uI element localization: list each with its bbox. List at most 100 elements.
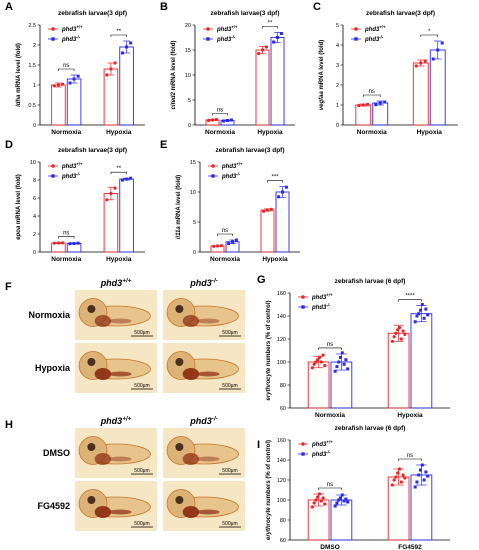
significance-bracket (58, 236, 75, 239)
legend-marker-square (354, 37, 358, 41)
data-point-circle (264, 45, 268, 49)
significance-label: ns (369, 89, 375, 95)
legend-label-sup: +/+ (236, 162, 243, 167)
column-label: phd3-/- (189, 416, 217, 427)
y-tick-label: 15 (185, 48, 191, 54)
chart-title: zebrafish larvae(3 dpf) (58, 10, 127, 17)
data-point-circle (323, 363, 327, 368)
data-point-circle (113, 61, 117, 65)
legend-label-sup: +/+ (379, 25, 386, 30)
bar (119, 178, 134, 253)
stained-blood (182, 368, 200, 380)
scale-label: 500μm (134, 468, 149, 474)
significance-label: ns (63, 63, 69, 69)
y-axis-label-gene: epoa (16, 224, 22, 240)
significance-bracket (398, 458, 422, 461)
y-tick-label: 1 (33, 83, 36, 89)
data-point-circle (219, 244, 223, 248)
y-tick-label: 10 (185, 73, 191, 79)
data-point-circle (310, 366, 314, 370)
y-tick-label: 3 (336, 63, 339, 69)
data-point-square (420, 303, 424, 306)
significance-bracket (217, 233, 233, 236)
legend-label-sup: -/- (326, 303, 331, 308)
larva-eye (87, 496, 96, 504)
panel-label: H (5, 419, 13, 431)
data-point-square (346, 500, 350, 504)
panel-label: B (160, 1, 168, 13)
chart-title: zebrafish larvae(3 dpf) (216, 147, 285, 154)
bar (103, 68, 119, 126)
data-point-square (276, 36, 279, 39)
x-tick-label: Hypoxia (257, 129, 283, 136)
y-axis-label: epoa mRNA level (fold) (16, 174, 22, 239)
data-point-circle (312, 501, 316, 505)
bar (410, 313, 433, 409)
bar (66, 78, 82, 126)
legend-label: phd3+/+ (221, 162, 243, 171)
data-point-square (333, 504, 337, 508)
legend-label-base: phd3 (364, 37, 380, 43)
data-point-circle (396, 328, 400, 332)
scale-label: 500μm (134, 521, 149, 527)
legend-label-sup: +/+ (326, 293, 333, 298)
significance-bracket (398, 299, 422, 302)
data-point-square (426, 313, 430, 317)
data-point-square (344, 358, 348, 362)
data-point-circle (357, 104, 361, 108)
scale-label: 500μm (222, 383, 237, 389)
y-axis-label-rest: mRNA level (fold) (171, 41, 177, 91)
larva-eye (87, 443, 96, 451)
legend-label-base: phd3 (311, 295, 327, 301)
data-point-square (419, 308, 423, 312)
y-axis-label: il11a mRNA level (fold) (176, 175, 182, 239)
data-point-circle (390, 483, 394, 487)
row-label: Hypoxia (35, 363, 71, 373)
y-axis-label: erythrocyte numbers (% of control) (266, 300, 272, 400)
stained-vessel (108, 371, 132, 377)
data-point-circle (207, 118, 211, 123)
data-point-circle (403, 332, 407, 336)
data-point-square (234, 238, 238, 242)
scale-label: 500μm (134, 383, 149, 389)
significance-label: *** (271, 175, 279, 181)
panel-label: G (257, 274, 266, 286)
data-point-circle (397, 325, 402, 330)
x-tick-label: Normoxia (51, 256, 81, 263)
y-tick-label: 8 (33, 178, 36, 184)
legend-marker-circle (51, 27, 55, 31)
x-tick-label: Normoxia (51, 129, 81, 136)
data-point-square (125, 177, 129, 181)
y-axis-label: ldha mRNA level (fold) (16, 43, 22, 107)
y-axis-label-rest: mRNA level (fold) (319, 40, 325, 90)
significance-bracket (318, 347, 342, 350)
y-tick-label: 4 (336, 43, 339, 49)
data-point-square (279, 32, 283, 35)
data-point-circle (113, 186, 117, 190)
legend-label-base: phd3 (311, 442, 327, 448)
stained-vessel (196, 318, 220, 324)
y-axis-label: vegfaa mRNA level (fold) (319, 40, 325, 110)
panel-label: A (5, 1, 13, 13)
chart-title: zebrafish larvae (6 dpf) (335, 425, 406, 432)
legend-label-base: phd3 (61, 174, 77, 180)
legend-label: phd3-/- (61, 35, 81, 44)
column-label-sup: +/+ (122, 278, 131, 285)
data-point-square (415, 314, 419, 318)
scale-label: 500μm (222, 468, 237, 474)
y-axis-label-rest: numbers (% of control) (266, 440, 272, 506)
data-point-square (120, 51, 124, 55)
data-point-square (426, 474, 430, 478)
significance-label: ** (116, 166, 121, 172)
y-tick-label: 60 (280, 406, 286, 412)
legend-marker-square (206, 37, 210, 41)
data-point-square (383, 100, 387, 104)
significance-bracket (262, 26, 278, 29)
data-point-circle (52, 84, 56, 88)
x-tick-label: Hypoxia (262, 256, 288, 263)
column-label-base: phd3 (189, 416, 212, 426)
legend-label-base: phd3 (216, 27, 232, 33)
